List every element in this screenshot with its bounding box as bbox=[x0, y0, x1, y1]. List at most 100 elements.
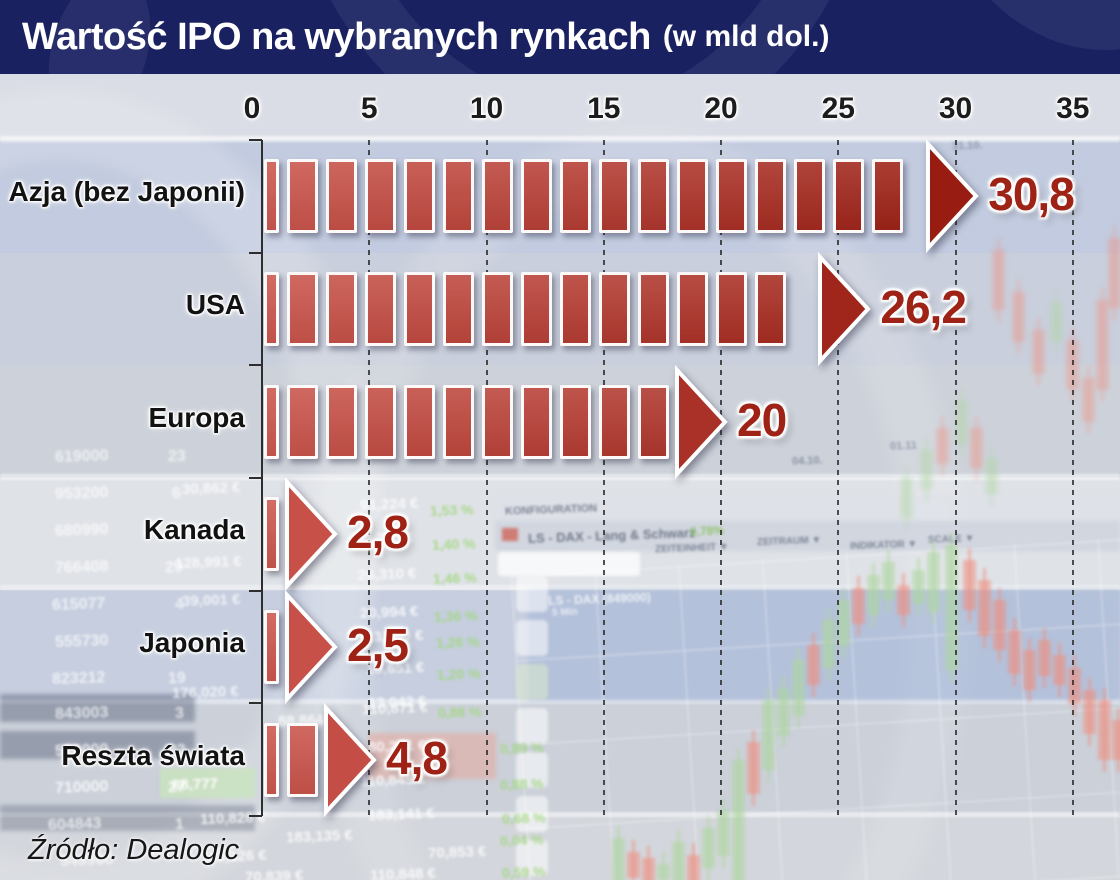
background-faint-text: 1,36 % bbox=[433, 607, 478, 625]
background-faint-text: 5 Min bbox=[551, 606, 578, 619]
bar-segment bbox=[794, 159, 825, 234]
bar-segment bbox=[599, 384, 630, 459]
value-label: 30,8 bbox=[988, 168, 1075, 221]
candlestick bbox=[1038, 640, 1051, 676]
candlestick-faint bbox=[955, 400, 968, 444]
background-faint-text: 23 bbox=[167, 447, 187, 466]
bar-segment bbox=[404, 384, 435, 459]
candlestick bbox=[747, 742, 760, 794]
candlestick bbox=[927, 552, 940, 612]
bar-segment bbox=[365, 159, 396, 234]
background-faint-text: 6 bbox=[171, 484, 182, 503]
trading-toolbar bbox=[492, 495, 1120, 525]
table-green-cell bbox=[160, 768, 255, 798]
candle-wick bbox=[925, 438, 928, 502]
title-bar: Wartość IPO na wybranych rynkach (w mld … bbox=[0, 0, 1120, 74]
background-faint-text: 0,68 % bbox=[501, 809, 546, 827]
bar-segment bbox=[264, 159, 279, 234]
candlestick bbox=[963, 560, 976, 610]
candlestick-faint bbox=[1096, 300, 1109, 390]
background-faint-text: 0,04 % bbox=[499, 831, 544, 849]
axis-tick-label: 25 bbox=[821, 92, 855, 125]
background-faint-text: 30,862 € bbox=[181, 478, 241, 499]
axis-bracket-tick bbox=[249, 139, 262, 141]
bar-segment bbox=[599, 272, 630, 346]
candle-wick bbox=[1037, 318, 1040, 386]
axis-bracket-tick bbox=[249, 364, 262, 367]
table-dark-row bbox=[0, 805, 255, 831]
axis-bracket-tick bbox=[249, 477, 262, 479]
table-salmon-cell bbox=[368, 733, 496, 779]
bar-segment bbox=[365, 272, 396, 346]
candlestick bbox=[777, 688, 790, 736]
axis-line bbox=[261, 140, 263, 816]
candlestick bbox=[1023, 650, 1036, 690]
background-faint-text: 01.11 bbox=[889, 439, 918, 453]
background-faint-text: 1,40 % bbox=[431, 535, 476, 553]
candlestick bbox=[852, 588, 865, 624]
chart-title-unit: (w mld dol.) bbox=[662, 20, 830, 53]
bar-segment bbox=[264, 384, 279, 459]
background-faint-text: 39,001 € bbox=[181, 590, 241, 611]
gridline bbox=[1071, 140, 1074, 816]
candle-wick bbox=[975, 416, 978, 480]
candle-wick bbox=[990, 446, 993, 506]
candlestick bbox=[762, 700, 775, 770]
candlestick bbox=[687, 855, 700, 880]
bar-segment bbox=[287, 272, 318, 346]
axis-bracket-tick bbox=[249, 251, 262, 254]
axis-tick-label: 15 bbox=[587, 92, 621, 125]
candlestick bbox=[717, 810, 730, 856]
background-chart-grid bbox=[510, 536, 1120, 880]
bar-segment bbox=[521, 159, 552, 234]
bar-segment bbox=[287, 722, 318, 797]
bar-segment bbox=[443, 272, 474, 346]
background-faint-text: INDIKATOR ▼ bbox=[849, 538, 918, 553]
background-faint-text: 766408 bbox=[54, 558, 109, 577]
bar-segment bbox=[404, 272, 435, 346]
background-faint-text: 26,310 € bbox=[357, 564, 417, 585]
gridline bbox=[720, 140, 722, 816]
axis-bracket-tick bbox=[249, 589, 262, 592]
bar-segment bbox=[560, 159, 591, 234]
bar-segment bbox=[443, 159, 474, 234]
background-faint-text: 710000 bbox=[54, 778, 109, 797]
bar-segment bbox=[404, 159, 435, 234]
bar-segment bbox=[326, 272, 357, 346]
candlestick-faint bbox=[936, 428, 949, 464]
background-row-strip bbox=[0, 585, 1120, 590]
bar-segment bbox=[482, 272, 513, 346]
candle-wick bbox=[960, 388, 963, 456]
bar-arrow-icon bbox=[285, 477, 338, 592]
background-faint-text: 615077 bbox=[51, 595, 106, 614]
gridline bbox=[485, 140, 488, 816]
bar-segment bbox=[677, 159, 708, 234]
background-faint-text: 1,53 % bbox=[429, 501, 474, 519]
chart-title: Wartość IPO na wybranych rynkach bbox=[22, 15, 651, 58]
category-label: Azja (bez Japonii) bbox=[8, 176, 245, 208]
candle-wick bbox=[1113, 226, 1116, 320]
axis-bracket-tick bbox=[249, 702, 262, 705]
axis-tick-label: 0 bbox=[243, 92, 261, 125]
background-faint-text: ZEITRAUM ▼ bbox=[756, 534, 822, 549]
background-faint-text: 843003 bbox=[54, 704, 109, 723]
background-row-strip bbox=[0, 812, 1120, 817]
value-label: 2,5 bbox=[347, 619, 409, 671]
sidebar-icon-box bbox=[516, 752, 548, 788]
candlestick bbox=[702, 828, 715, 868]
axis-bracket-tick bbox=[249, 815, 262, 817]
candlestick bbox=[1053, 655, 1066, 685]
bar-segment bbox=[833, 159, 864, 234]
bar-arrow-icon bbox=[926, 139, 979, 254]
candlestick bbox=[1112, 720, 1120, 760]
background-faint-text: 604843 bbox=[47, 815, 102, 834]
value-label: 2,8 bbox=[347, 506, 409, 559]
background-faint-text: 953200 bbox=[54, 484, 109, 503]
category-label: Japonia bbox=[139, 627, 245, 658]
candlestick bbox=[1098, 700, 1111, 760]
candlestick bbox=[978, 580, 991, 636]
value-label: 4,8 bbox=[386, 731, 448, 784]
source-credit: Źródło: Dealogic bbox=[28, 834, 240, 866]
background-faint-text: 70,853 € bbox=[427, 842, 487, 863]
